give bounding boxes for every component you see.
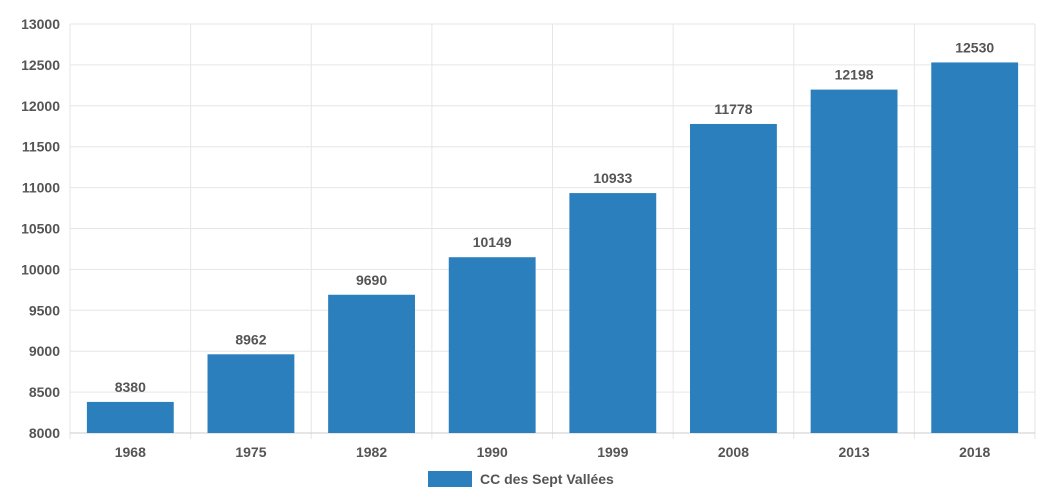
y-tick-label: 12500 bbox=[21, 57, 60, 73]
y-tick-label: 11500 bbox=[22, 139, 60, 155]
data-label-2018: 12530 bbox=[955, 39, 994, 55]
bar-1982[interactable] bbox=[328, 294, 415, 433]
bars bbox=[86, 62, 1019, 434]
bar-2013[interactable] bbox=[810, 89, 898, 433]
data-label-1982: 9690 bbox=[356, 272, 387, 288]
data-label-1975: 8962 bbox=[235, 331, 266, 347]
x-tick-label-1982: 1982 bbox=[356, 444, 387, 460]
y-tick-label: 13000 bbox=[21, 16, 60, 32]
x-tick-label-2008: 2008 bbox=[718, 444, 749, 460]
bar-1990[interactable] bbox=[448, 257, 536, 433]
y-tick-label: 12000 bbox=[21, 98, 60, 114]
x-tick-label-2013: 2013 bbox=[838, 444, 869, 460]
y-tick-label: 10500 bbox=[21, 221, 60, 237]
x-tick-label-1975: 1975 bbox=[235, 444, 266, 460]
x-tick-label-1999: 1999 bbox=[597, 444, 628, 460]
y-tick-label: 10000 bbox=[21, 261, 60, 277]
x-tick-label-2018: 2018 bbox=[959, 444, 990, 460]
x-axis-tick-labels: 1968 1975 1982 1990 1999 2008 2013 2018 bbox=[115, 444, 991, 460]
legend-swatch[interactable] bbox=[428, 471, 472, 487]
bar-2018[interactable] bbox=[931, 62, 1019, 434]
y-tick-label: 9000 bbox=[29, 343, 60, 359]
y-tick-label: 9500 bbox=[29, 302, 60, 318]
data-label-2013: 12198 bbox=[835, 67, 874, 83]
y-tick-label: 8000 bbox=[29, 425, 60, 441]
y-tick-label: 11000 bbox=[22, 180, 60, 196]
bar-1975[interactable] bbox=[207, 354, 295, 433]
bar-1968[interactable] bbox=[86, 401, 174, 433]
x-tick-label-1968: 1968 bbox=[115, 444, 146, 460]
grid bbox=[69, 23, 1036, 439]
y-tick-label: 8500 bbox=[29, 384, 60, 400]
y-axis-tick-labels: 8000 8500 9000 9500 10000 10500 11000 11500 1200… bbox=[21, 16, 60, 441]
data-label-1968: 8380 bbox=[115, 379, 146, 395]
data-labels: 8380 8962 9690 10149 10933 11778 12198 12530 bbox=[115, 39, 995, 394]
bar-1999[interactable] bbox=[569, 193, 657, 433]
data-label-2008: 11778 bbox=[714, 101, 752, 117]
data-label-1999: 10933 bbox=[593, 170, 632, 186]
legend-label[interactable]: CC des Sept Vallées bbox=[480, 471, 614, 487]
bar-2008[interactable] bbox=[690, 123, 777, 434]
data-label-1990: 10149 bbox=[473, 234, 512, 250]
x-tick-label-1990: 1990 bbox=[477, 444, 508, 460]
legend[interactable]: CC des Sept Vallées bbox=[428, 471, 614, 487]
